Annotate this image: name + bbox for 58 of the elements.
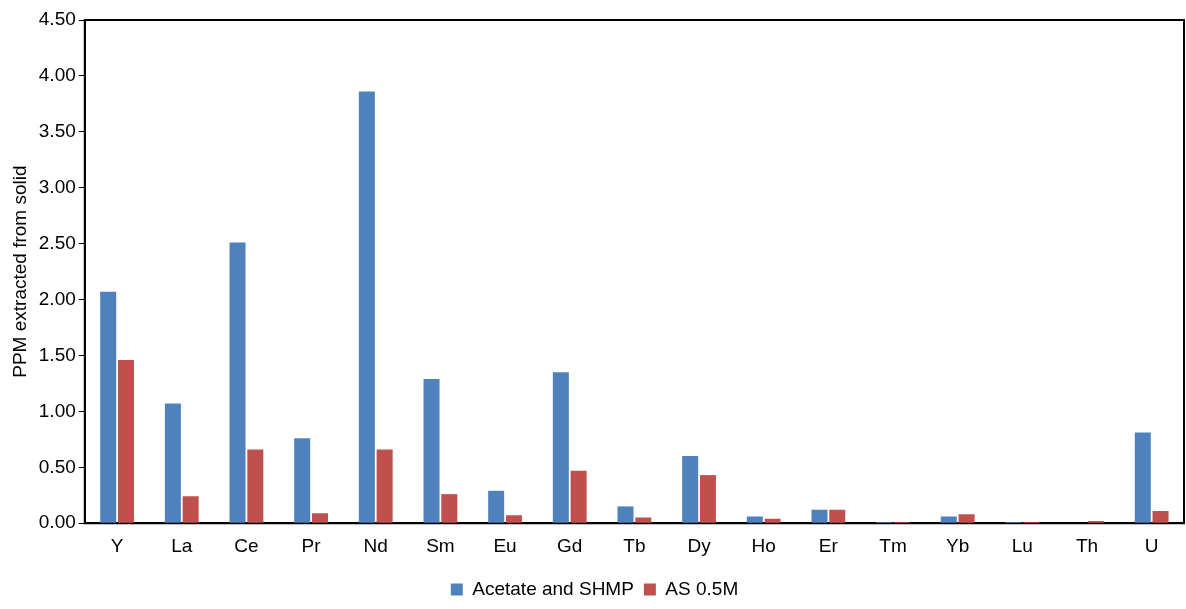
y-tick-label: 3.50 bbox=[38, 120, 76, 142]
y-tick-label: 3.00 bbox=[38, 175, 76, 197]
bar bbox=[570, 470, 587, 523]
x-tick-label: Ce bbox=[234, 534, 259, 556]
bar bbox=[552, 372, 569, 523]
x-tick-label: Y bbox=[110, 534, 124, 556]
x-tick-label: Nd bbox=[363, 534, 388, 556]
x-tick-label: Eu bbox=[493, 534, 517, 556]
y-tick-label: 1.00 bbox=[38, 399, 76, 421]
legend-label: Acetate and SHMP bbox=[472, 577, 634, 599]
bar bbox=[164, 403, 181, 523]
bar bbox=[1134, 432, 1151, 523]
bar bbox=[488, 490, 505, 523]
x-tick-label: Tb bbox=[623, 534, 646, 556]
x-tick-label: Er bbox=[818, 534, 839, 556]
bar bbox=[940, 516, 957, 523]
bar bbox=[311, 513, 328, 523]
y-tick-label: 4.50 bbox=[38, 8, 76, 30]
bar bbox=[617, 506, 634, 523]
x-tick-label: La bbox=[171, 534, 193, 556]
x-tick-label: Sm bbox=[426, 534, 455, 556]
x-tick-label: Pr bbox=[301, 534, 322, 556]
bar bbox=[811, 509, 828, 523]
x-tick-label: Gd bbox=[557, 534, 583, 556]
x-tick-label: Tm bbox=[879, 534, 907, 556]
bar bbox=[829, 509, 846, 523]
bar bbox=[247, 449, 264, 523]
bar bbox=[376, 449, 393, 523]
y-tick-label: 0.00 bbox=[38, 511, 76, 533]
bar bbox=[1152, 510, 1169, 523]
bar bbox=[441, 494, 458, 523]
bar bbox=[682, 456, 699, 523]
bar bbox=[182, 496, 199, 523]
bar bbox=[635, 517, 652, 523]
bar bbox=[423, 378, 440, 523]
legend-label: AS 0.5M bbox=[665, 577, 739, 599]
y-tick-label: 4.00 bbox=[38, 64, 76, 86]
x-tick-label: U bbox=[1144, 534, 1159, 556]
bar bbox=[294, 438, 311, 523]
bar bbox=[764, 518, 781, 523]
bar bbox=[358, 91, 375, 523]
bar bbox=[229, 242, 246, 523]
y-tick-label: 0.50 bbox=[38, 455, 76, 477]
x-tick-label: Ho bbox=[751, 534, 776, 556]
bar bbox=[100, 291, 117, 523]
bar bbox=[505, 515, 522, 523]
bar bbox=[118, 359, 134, 523]
bar bbox=[746, 516, 763, 523]
x-tick-label: Dy bbox=[687, 534, 712, 556]
y-axis-title: PPM extracted from solid bbox=[8, 165, 30, 378]
x-tick-label: Lu bbox=[1011, 534, 1033, 556]
x-tick-label: Th bbox=[1075, 534, 1099, 556]
y-tick-label: 2.50 bbox=[38, 231, 76, 253]
y-tick-label: 1.50 bbox=[38, 343, 76, 365]
bar bbox=[958, 514, 975, 523]
y-tick-label: 2.00 bbox=[38, 287, 76, 309]
bar bbox=[699, 475, 716, 523]
x-tick-label: Yb bbox=[946, 534, 970, 556]
